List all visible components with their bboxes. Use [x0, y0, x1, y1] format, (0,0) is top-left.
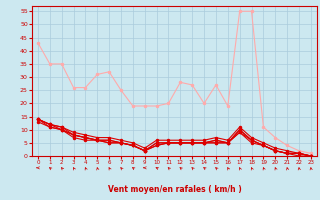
X-axis label: Vent moyen/en rafales ( km/h ): Vent moyen/en rafales ( km/h ) [108, 185, 241, 194]
